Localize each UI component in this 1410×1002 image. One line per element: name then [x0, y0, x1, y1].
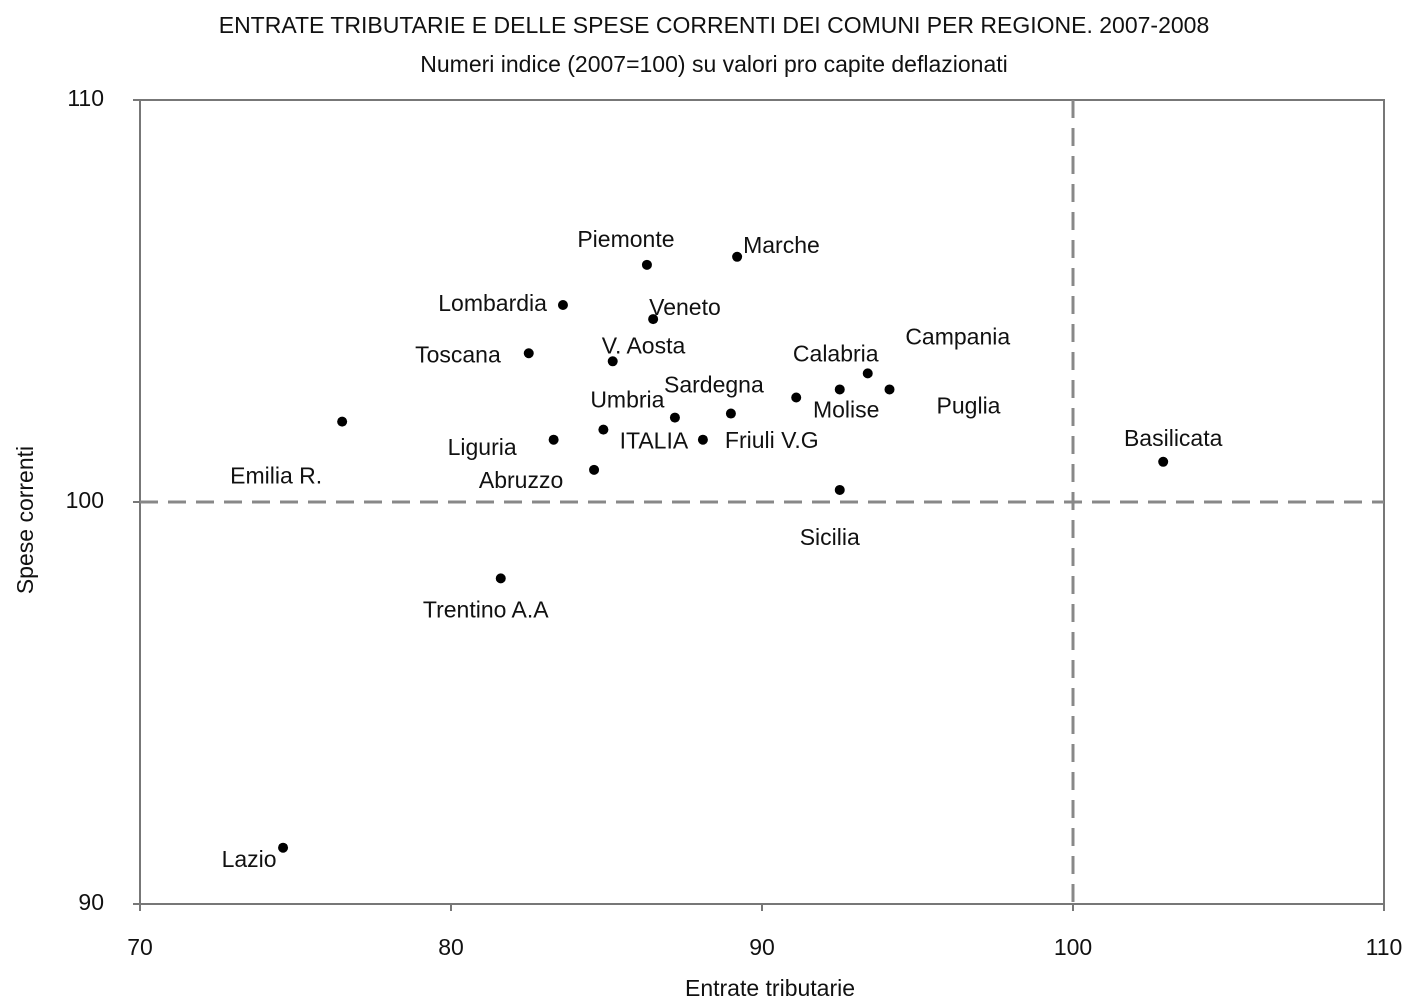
point-label: ITALIA: [620, 428, 689, 454]
point-label: Lombardia: [438, 290, 547, 316]
point-label: Trentino A.A: [423, 596, 549, 622]
point-label: Umbria: [590, 387, 664, 413]
point: [337, 416, 348, 427]
point: [557, 300, 568, 311]
point: [523, 348, 534, 359]
y-tick-label: 90: [78, 889, 104, 915]
point-label: Basilicata: [1124, 425, 1223, 451]
point-label: Emilia R.: [230, 463, 322, 489]
point-label: V. Aosta: [602, 332, 686, 358]
point-label: Friuli V.G: [725, 427, 819, 453]
point: [278, 842, 289, 853]
point: [1158, 456, 1169, 467]
point-label: Sicilia: [800, 524, 860, 550]
point-label: Piemonte: [577, 226, 674, 252]
x-tick-label: 90: [749, 934, 775, 960]
point-label: Abruzzo: [479, 467, 563, 493]
point: [725, 408, 736, 419]
point: [791, 392, 802, 403]
point: [834, 484, 845, 495]
point: [641, 259, 652, 270]
point-label: Veneto: [649, 294, 721, 320]
point: [548, 434, 559, 445]
point-label: Toscana: [415, 341, 501, 367]
point: [732, 251, 743, 262]
point: [607, 356, 618, 367]
point-label: Marche: [743, 232, 820, 258]
point-label: Liguria: [448, 434, 517, 460]
point-label: Campania: [905, 323, 1010, 349]
point: [697, 434, 708, 445]
chart-title: ENTRATE TRIBUTARIE E DELLE SPESE CORRENT…: [219, 12, 1210, 38]
x-tick-label: 110: [1366, 934, 1403, 960]
point: [862, 368, 873, 379]
point: [598, 424, 609, 435]
point: [884, 384, 895, 395]
point: [669, 412, 680, 423]
y-tick-label: 100: [66, 487, 104, 513]
point-label: Sardegna: [664, 372, 764, 398]
x-axis-label: Entrate tributarie: [685, 975, 855, 1001]
x-tick-label: 70: [127, 934, 153, 960]
point-label: Molise: [813, 397, 879, 423]
point-label: Calabria: [793, 341, 879, 367]
point: [648, 314, 659, 325]
chart-subtitle: Numeri indice (2007=100) su valori pro c…: [420, 51, 1007, 77]
point-label: Puglia: [937, 393, 1001, 419]
point-label: Lazio: [222, 846, 277, 872]
point: [589, 464, 600, 475]
x-tick-label: 100: [1054, 934, 1092, 960]
y-axis-label: Spese correnti: [12, 446, 38, 594]
y-tick-label: 110: [67, 85, 104, 111]
point: [834, 384, 845, 395]
point: [495, 573, 506, 584]
x-tick-label: 80: [438, 934, 464, 960]
